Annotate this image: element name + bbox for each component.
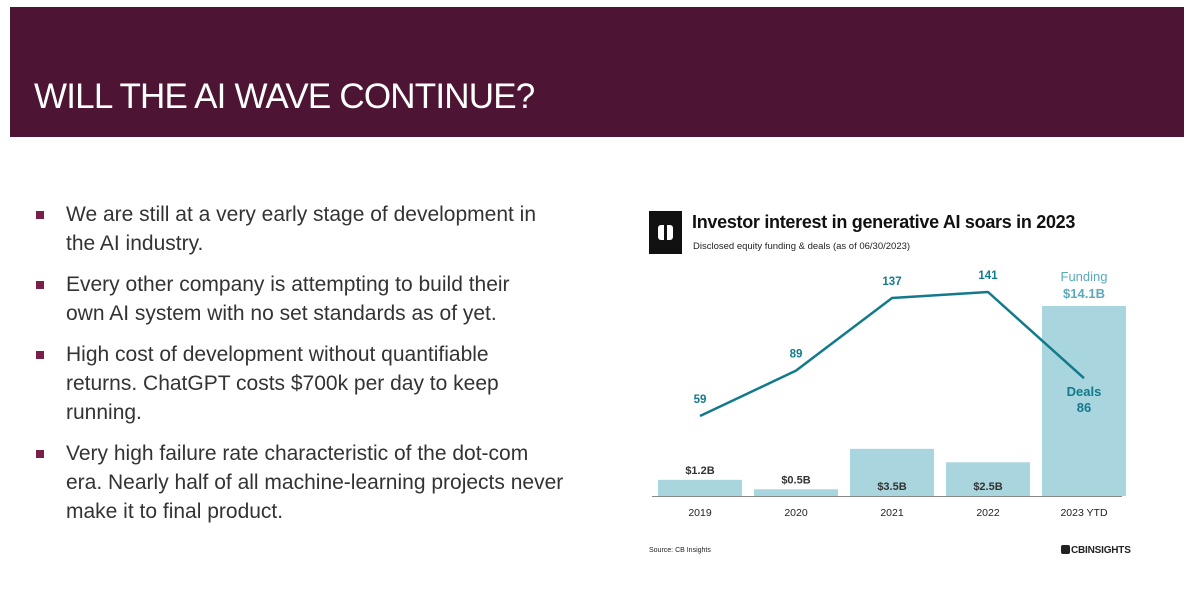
bullet-text: We are still at a very early stage of de… — [66, 203, 537, 255]
bar — [1042, 306, 1126, 496]
bar — [658, 479, 742, 496]
deals-value-label: 59 — [694, 394, 707, 406]
bar-value-label: $2.5B — [973, 481, 1002, 493]
deals-value-label: 137 — [882, 276, 901, 288]
bar-value-label: $1.2B — [685, 465, 714, 477]
bar — [946, 462, 1030, 496]
chart-figure: Investor interest in generative AI soars… — [640, 200, 1140, 570]
square-bullet-icon — [36, 351, 44, 359]
deals-callout-value: 86 — [1077, 400, 1091, 415]
chart-brand: CBINSIGHTS — [1061, 545, 1131, 556]
funding-callout-label: Funding — [1061, 269, 1108, 284]
deals-line — [699, 290, 1085, 418]
bullet-item: High cost of development without quantif… — [34, 340, 594, 427]
brand-text: CBINSIGHTS — [1071, 545, 1131, 556]
x-tick-label: 2020 — [784, 507, 808, 519]
deals-value-label: 141 — [978, 270, 998, 282]
bullet-list: We are still at a very early stage of de… — [34, 200, 594, 538]
x-tick-label: 2023 YTD — [1060, 507, 1108, 519]
square-bullet-icon — [36, 211, 44, 219]
bar-value-label: $0.5B — [781, 474, 810, 486]
bullet-item: Very high failure rate characteristic of… — [34, 439, 594, 526]
bar — [754, 489, 838, 496]
slide-title: WILL THE AI WAVE CONTINUE? — [34, 77, 535, 116]
chart-source: Source: CB Insights — [649, 547, 711, 554]
x-tick-label: 2022 — [976, 507, 1000, 519]
title-bar: WILL THE AI WAVE CONTINUE? — [10, 7, 1184, 137]
chart-title: Investor interest in generative AI soars… — [692, 212, 1076, 232]
bullet-text: Every other company is attempting to bui… — [66, 273, 510, 325]
bullet-text: Very high failure rate characteristic of… — [66, 442, 564, 523]
bullet-item: We are still at a very early stage of de… — [34, 200, 594, 258]
chart-subtitle: Disclosed equity funding & deals (as of … — [693, 241, 911, 252]
cb-brand-icon — [1061, 545, 1070, 554]
bar — [850, 448, 934, 496]
deals-callout-label: Deals — [1067, 384, 1102, 399]
deals-value-label: 89 — [790, 349, 803, 361]
bar-value-label: $3.5B — [877, 481, 906, 493]
funding-callout-value: $14.1B — [1063, 286, 1105, 301]
square-bullet-icon — [36, 281, 44, 289]
cb-insights-logo-icon — [649, 211, 682, 254]
x-tick-label: 2021 — [880, 507, 904, 519]
chart-plot: $1.2B $0.5B $3.5B $2.5B Funding $14.1B 2019 202… — [652, 269, 1126, 519]
x-tick-label: 2019 — [688, 507, 712, 519]
square-bullet-icon — [36, 450, 44, 458]
bullet-text: High cost of development without quantif… — [66, 343, 499, 424]
bullet-item: Every other company is attempting to bui… — [34, 270, 594, 328]
